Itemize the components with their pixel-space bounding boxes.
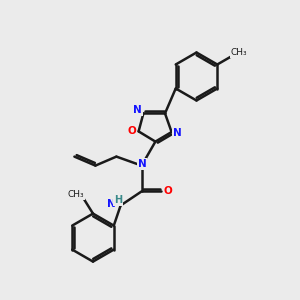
Text: N: N <box>173 128 182 138</box>
Text: N: N <box>133 105 142 116</box>
Text: N: N <box>138 159 147 169</box>
Text: O: O <box>128 126 136 136</box>
Text: CH₃: CH₃ <box>67 190 84 199</box>
Text: CH₃: CH₃ <box>231 48 248 57</box>
Text: N: N <box>106 199 116 209</box>
Text: H: H <box>114 195 122 205</box>
Text: O: O <box>164 186 172 197</box>
